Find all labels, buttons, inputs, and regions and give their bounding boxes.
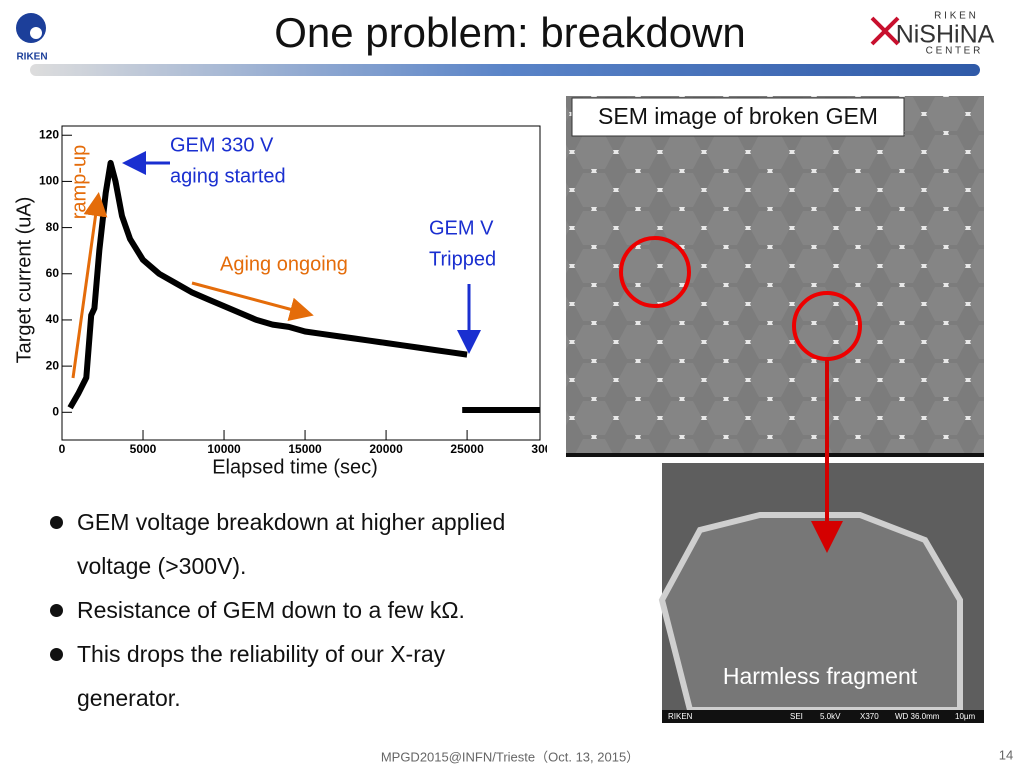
x-tick-label: 20000	[369, 442, 403, 456]
annotation: aging started	[170, 165, 286, 187]
logo-mark	[30, 27, 42, 39]
bullet: Resistance of GEM down to a few kΩ.	[48, 588, 518, 632]
image-border	[566, 453, 984, 457]
x-tick-label: 0	[59, 442, 66, 456]
bullet: GEM voltage breakdown at higher applied …	[48, 500, 518, 588]
y-tick-label: 120	[39, 127, 59, 141]
image-caption: SEM image of broken GEM	[598, 103, 878, 129]
logo-mark	[870, 16, 900, 46]
image-caption: Harmless fragment	[723, 663, 918, 689]
plot-frame	[61, 125, 541, 441]
annotation: Tripped	[429, 248, 496, 270]
x-tick-label: 30000	[531, 442, 565, 456]
logo-text: R I K E N	[934, 11, 976, 22]
annotation: GEM 330 V	[170, 134, 274, 156]
y-tick-label: 20	[46, 358, 60, 372]
image-info: X370	[860, 712, 879, 721]
logo-mark	[16, 13, 46, 43]
x-tick-label: 10000	[207, 442, 241, 456]
y-tick-label: 80	[46, 220, 60, 234]
bullet-list: GEM voltage breakdown at higher applied …	[48, 500, 518, 720]
image-info: 5.0kV	[820, 712, 841, 721]
highlight-circle	[792, 291, 862, 361]
y-tick-label: 100	[39, 174, 59, 188]
annotation: Aging ongoing	[220, 253, 348, 275]
arrow	[71, 192, 108, 379]
annotation: GEM V	[429, 217, 494, 239]
arrow	[191, 281, 314, 321]
x-tick-label: 15000	[288, 442, 322, 456]
annotation: ramp-up	[68, 145, 90, 219]
y-tick-label: 60	[46, 266, 60, 280]
info-bar	[662, 710, 984, 723]
y-axis-label: Target current (uA)	[13, 197, 35, 364]
logo-text: NiSHiNA	[896, 21, 995, 49]
y-tick-label: 0	[52, 404, 59, 418]
x-tick-label: 25000	[450, 442, 484, 456]
image-info: WD 36.0mm	[895, 712, 940, 721]
image-info: RIKEN	[668, 712, 693, 721]
image-info: 10µm	[955, 712, 976, 721]
sem-image	[566, 96, 984, 456]
highlight-circle	[619, 236, 691, 308]
y-tick-label: 40	[46, 312, 60, 326]
logo-text: RIKEN	[16, 52, 47, 63]
footer-text: MPGD2015@INFN/Trieste（Oct. 13, 2015）	[381, 749, 639, 764]
header-bar	[30, 64, 980, 76]
image-info: SEI	[790, 712, 803, 721]
page-number: 14	[999, 747, 1013, 762]
slide-title: One problem: breakdown	[274, 9, 746, 56]
logo-text: C E N T E R	[926, 46, 981, 57]
data-line	[67, 159, 540, 413]
x-tick-label: 5000	[130, 442, 157, 456]
bullet: This drops the reliability of our X-ray …	[48, 632, 518, 720]
caption-box	[571, 97, 905, 137]
x-axis-label: Elapsed time (sec)	[212, 456, 378, 478]
